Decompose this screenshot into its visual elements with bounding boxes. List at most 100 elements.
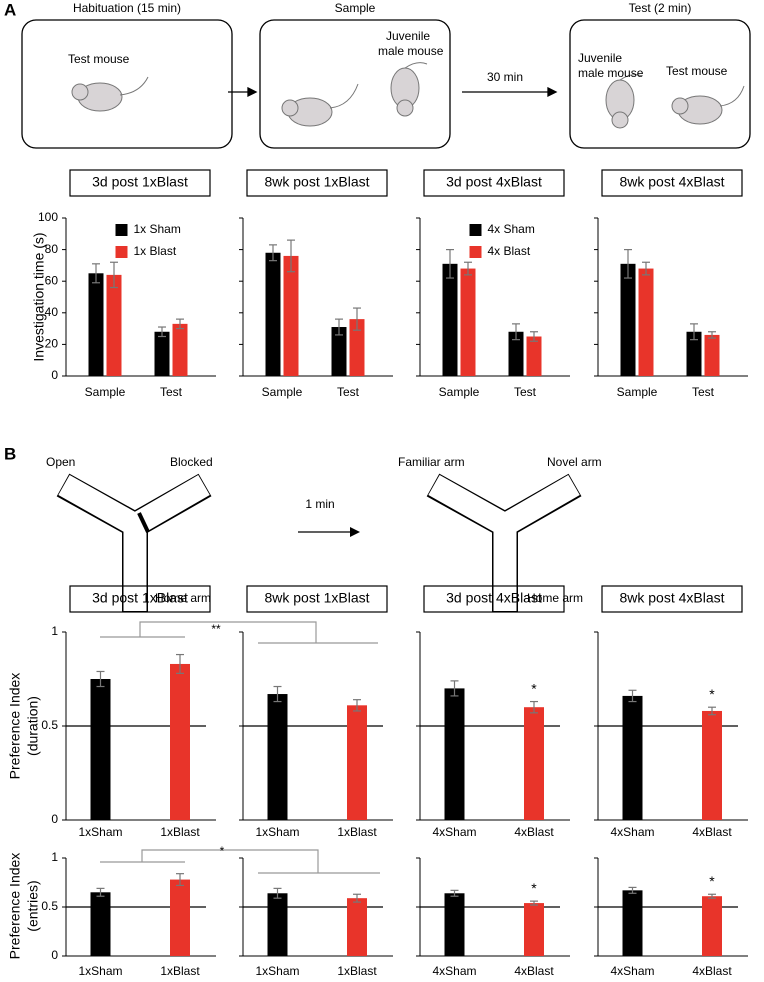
stage-box — [569, 19, 751, 149]
mouse-tail — [119, 76, 149, 96]
maze-fill — [58, 474, 210, 611]
title-box — [69, 585, 211, 613]
legend-label: 1x Blast — [134, 244, 177, 258]
bar — [267, 694, 288, 820]
y-tick-label: 20 — [45, 337, 59, 351]
bar — [526, 336, 542, 376]
bar — [172, 323, 188, 376]
stage-box — [259, 19, 451, 149]
x-tick-label: Test — [692, 385, 715, 399]
bracket — [100, 621, 378, 644]
x-tick-label: 1xSham — [78, 964, 122, 978]
y-tick-label: 0 — [51, 368, 58, 382]
bar — [349, 319, 365, 376]
bar — [508, 331, 524, 376]
bar — [283, 255, 299, 376]
significance-label: * — [709, 873, 715, 889]
mouse-tail — [619, 74, 643, 81]
y-axis-label: Investigation time (s) — [31, 232, 47, 361]
y-tick-label: 0.5 — [41, 718, 58, 732]
y-tick-label: 40 — [45, 305, 59, 319]
bar — [704, 334, 720, 376]
chart-title: 3d post 1xBlast — [92, 590, 188, 606]
arm-label: Open — [46, 455, 75, 469]
legend-swatch — [115, 224, 128, 236]
mouse — [281, 99, 299, 117]
y-tick-label: 100 — [38, 210, 58, 224]
interval-label: 30 min — [487, 70, 523, 84]
x-tick-label: 1xSham — [255, 825, 299, 839]
stage-label: Test (2 min) — [629, 1, 692, 15]
bar — [265, 252, 281, 376]
y-tick-label: 0.5 — [41, 899, 58, 913]
bar — [444, 893, 465, 956]
legend-swatch — [469, 224, 482, 236]
bar — [444, 688, 465, 820]
mouse-icons — [71, 62, 745, 129]
arm-label: Home arm — [527, 591, 583, 605]
x-tick-label: 4xSham — [432, 964, 476, 978]
legend-swatch — [115, 246, 128, 258]
bar — [90, 679, 111, 820]
title-box — [69, 169, 211, 197]
bar — [154, 331, 170, 376]
y-axis-label: Preference Index — [7, 853, 23, 960]
bar — [524, 903, 544, 956]
x-tick-label: Sample — [262, 385, 303, 399]
mouse-label: Juvenile — [386, 29, 430, 43]
y-axis-label: (entries) — [25, 880, 41, 931]
comparison-label: * — [220, 844, 225, 858]
mouse-tail — [719, 85, 745, 107]
arm-label: Home arm — [155, 591, 211, 605]
x-tick-label: Sample — [85, 385, 126, 399]
title-box — [423, 585, 565, 613]
arm-label: Familiar arm — [398, 455, 465, 469]
comparison-brackets — [100, 621, 380, 874]
bar — [267, 893, 288, 956]
x-tick-label: 4xSham — [610, 964, 654, 978]
bar — [170, 879, 190, 956]
bar — [524, 707, 544, 820]
bar — [331, 327, 347, 376]
chart-title: 3d post 4xBlast — [446, 174, 542, 190]
mouse — [71, 83, 89, 101]
bar — [170, 663, 190, 820]
title-box — [246, 169, 388, 197]
bar — [442, 263, 458, 376]
legend-label: 4x Sham — [488, 222, 535, 236]
mouse-label: male mouse — [378, 44, 444, 58]
y-tick-label: 0 — [51, 812, 58, 826]
chart-title: 8wk post 1xBlast — [264, 174, 369, 190]
bar — [347, 898, 367, 956]
bar — [702, 896, 722, 956]
significance-label: * — [709, 686, 715, 702]
x-tick-label: 4xSham — [432, 825, 476, 839]
bar — [106, 274, 122, 376]
bar — [620, 263, 636, 376]
x-tick-label: Test — [160, 385, 183, 399]
significance-label: * — [531, 880, 537, 896]
maze-block — [137, 512, 150, 533]
mouse-label: Juvenile — [578, 51, 622, 65]
x-tick-label: Sample — [617, 385, 658, 399]
y-tick-label: 80 — [45, 242, 59, 256]
stage-box — [21, 19, 233, 149]
x-tick-label: 1xBlast — [337, 825, 377, 839]
bar — [702, 710, 722, 820]
mouse — [611, 111, 629, 129]
maze-fill — [428, 474, 580, 611]
stage-label: Sample — [335, 1, 376, 15]
title-box — [423, 169, 565, 197]
title-box — [601, 169, 743, 197]
x-tick-label: 4xBlast — [514, 964, 554, 978]
stage-label: Habituation (15 min) — [73, 1, 181, 15]
x-tick-label: Test — [337, 385, 360, 399]
x-tick-label: Test — [514, 385, 537, 399]
diagram-a — [21, 19, 751, 149]
y-axis-label: Preference Index — [7, 673, 23, 780]
bar — [90, 892, 111, 956]
chart-title: 8wk post 4xBlast — [619, 590, 724, 606]
mouse-label: male mouse — [578, 66, 644, 80]
significance-label: * — [531, 680, 537, 696]
